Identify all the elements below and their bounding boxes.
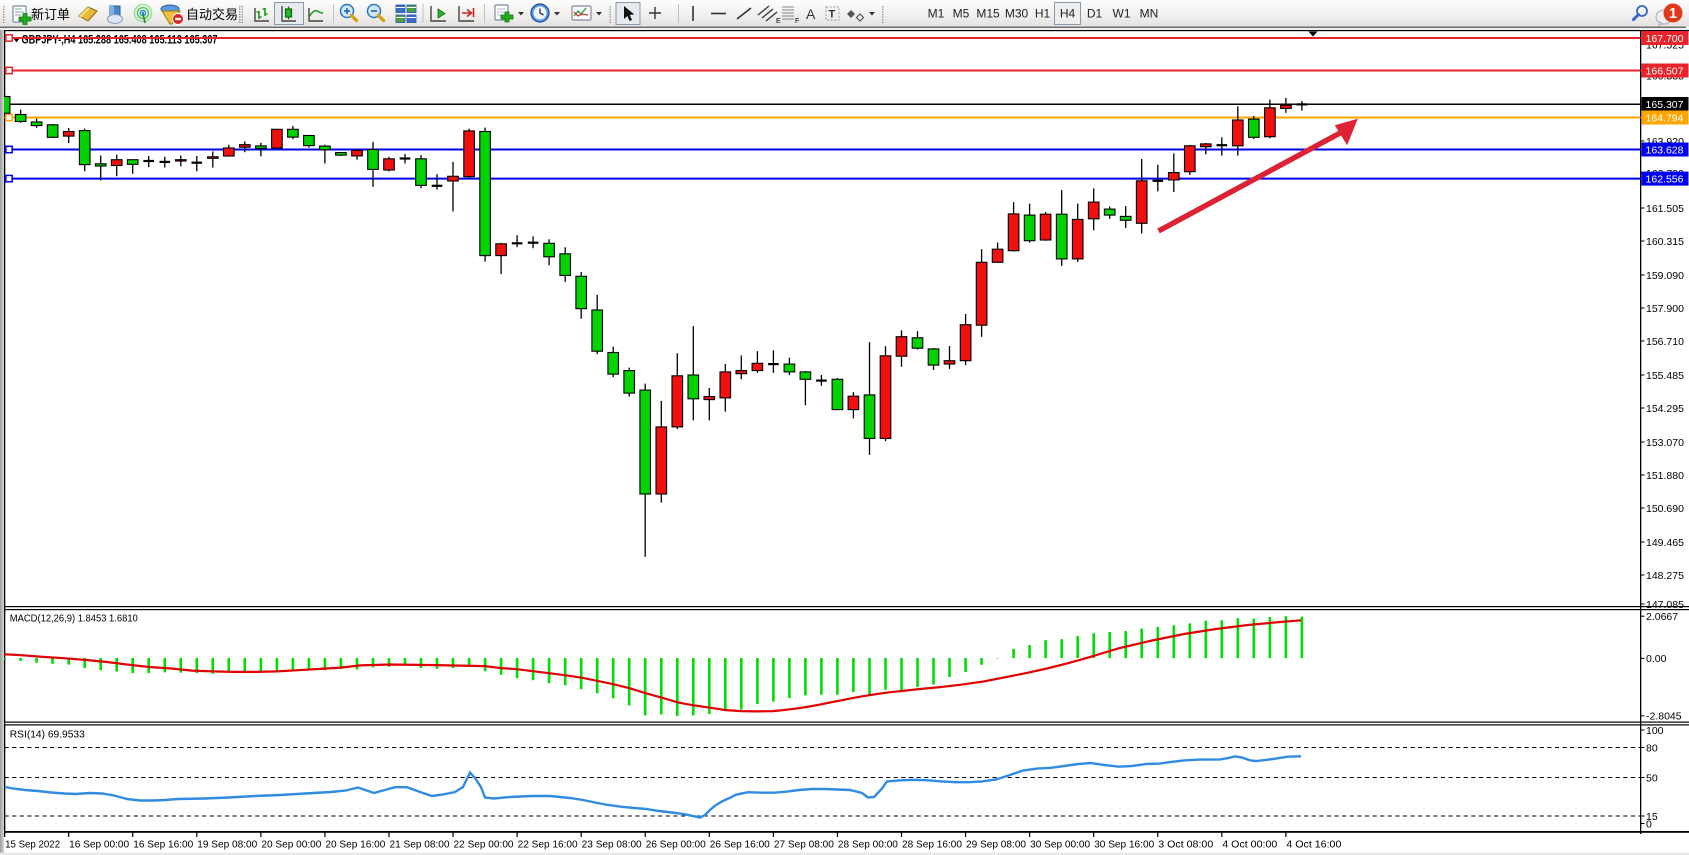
svg-text:167.700: 167.700: [1646, 33, 1684, 45]
svg-text:156.710: 156.710: [1646, 336, 1684, 348]
svg-text:22 Sep 00:00: 22 Sep 00:00: [454, 839, 514, 851]
svg-text:160.315: 160.315: [1646, 236, 1684, 248]
svg-text:D1: D1: [1087, 7, 1103, 21]
svg-text:161.505: 161.505: [1646, 203, 1684, 215]
svg-text:16 Sep 00:00: 16 Sep 00:00: [69, 839, 129, 851]
svg-text:MN: MN: [1140, 7, 1159, 21]
svg-text:100: 100: [1646, 725, 1664, 737]
svg-text:H1: H1: [1035, 7, 1051, 21]
svg-text:26 Sep 16:00: 26 Sep 16:00: [710, 839, 770, 851]
svg-text:H4: H4: [1060, 7, 1076, 21]
svg-text:M30: M30: [1005, 7, 1029, 21]
svg-text:新订单: 新订单: [31, 7, 70, 22]
svg-text:0: 0: [1646, 818, 1652, 830]
svg-text:150.690: 150.690: [1646, 503, 1684, 515]
svg-text:30 Sep 00:00: 30 Sep 00:00: [1030, 839, 1090, 851]
svg-text:166.507: 166.507: [1646, 66, 1684, 78]
svg-text:155.485: 155.485: [1646, 370, 1684, 382]
svg-text:153.070: 153.070: [1646, 437, 1684, 449]
svg-text:T: T: [829, 9, 836, 21]
svg-text:4 Oct 00:00: 4 Oct 00:00: [1222, 839, 1277, 851]
svg-text:154.295: 154.295: [1646, 403, 1684, 415]
svg-text:151.880: 151.880: [1646, 470, 1684, 482]
svg-text:RSI(14) 69.9533: RSI(14) 69.9533: [10, 729, 85, 741]
svg-text:M5: M5: [953, 7, 970, 21]
svg-text:3 Oct 08:00: 3 Oct 08:00: [1158, 839, 1213, 851]
svg-text:W1: W1: [1113, 7, 1131, 21]
svg-text:162.556: 162.556: [1646, 174, 1684, 186]
svg-text:16 Sep 16:00: 16 Sep 16:00: [133, 839, 193, 851]
svg-text:157.900: 157.900: [1646, 303, 1684, 315]
svg-text:163.628: 163.628: [1646, 145, 1684, 157]
svg-text:28 Sep 16:00: 28 Sep 16:00: [902, 839, 962, 851]
svg-text:自动交易: 自动交易: [186, 7, 238, 22]
svg-text:1: 1: [1669, 6, 1677, 22]
svg-text:27 Sep 08:00: 27 Sep 08:00: [774, 839, 834, 851]
svg-text:15: 15: [1646, 811, 1658, 823]
svg-text:80: 80: [1646, 742, 1658, 754]
svg-text:149.465: 149.465: [1646, 537, 1684, 549]
svg-text:23 Sep 08:00: 23 Sep 08:00: [582, 839, 642, 851]
svg-text:26 Sep 00:00: 26 Sep 00:00: [646, 839, 706, 851]
svg-text:147.085: 147.085: [1646, 599, 1684, 611]
svg-text:M1: M1: [928, 7, 945, 21]
svg-text:159.090: 159.090: [1646, 270, 1684, 282]
svg-text:F: F: [795, 18, 799, 25]
svg-text:22 Sep 16:00: 22 Sep 16:00: [518, 839, 578, 851]
svg-text:30 Sep 16:00: 30 Sep 16:00: [1094, 839, 1154, 851]
svg-text:E: E: [776, 18, 781, 25]
svg-text:15 Sep 2022: 15 Sep 2022: [5, 839, 60, 851]
svg-text:21 Sep 08:00: 21 Sep 08:00: [389, 839, 449, 851]
svg-text:A: A: [806, 6, 816, 22]
svg-text:29 Sep 08:00: 29 Sep 08:00: [966, 839, 1026, 851]
svg-text:M15: M15: [976, 7, 1000, 21]
svg-text:28 Sep 00:00: 28 Sep 00:00: [838, 839, 898, 851]
svg-text:0.00: 0.00: [1646, 653, 1667, 665]
svg-text:-2.8045: -2.8045: [1646, 711, 1682, 723]
svg-text:MACD(12,26,9) 1.8453 1.6810: MACD(12,26,9) 1.8453 1.6810: [10, 613, 138, 625]
svg-text:19 Sep 08:00: 19 Sep 08:00: [197, 839, 257, 851]
svg-text:50: 50: [1646, 772, 1658, 784]
svg-text:165.307: 165.307: [1646, 99, 1684, 111]
svg-text:164.794: 164.794: [1646, 113, 1684, 125]
svg-text:148.275: 148.275: [1646, 570, 1684, 582]
svg-text:2.0667: 2.0667: [1646, 611, 1678, 623]
svg-text:20 Sep 00:00: 20 Sep 00:00: [261, 839, 321, 851]
svg-text:4 Oct 16:00: 4 Oct 16:00: [1286, 839, 1341, 851]
svg-text:20 Sep 16:00: 20 Sep 16:00: [325, 839, 385, 851]
svg-text:GBPJPY-,H4 165.288 165.408 16: GBPJPY-,H4 165.288 165.408 165.113 165.3…: [22, 33, 218, 47]
